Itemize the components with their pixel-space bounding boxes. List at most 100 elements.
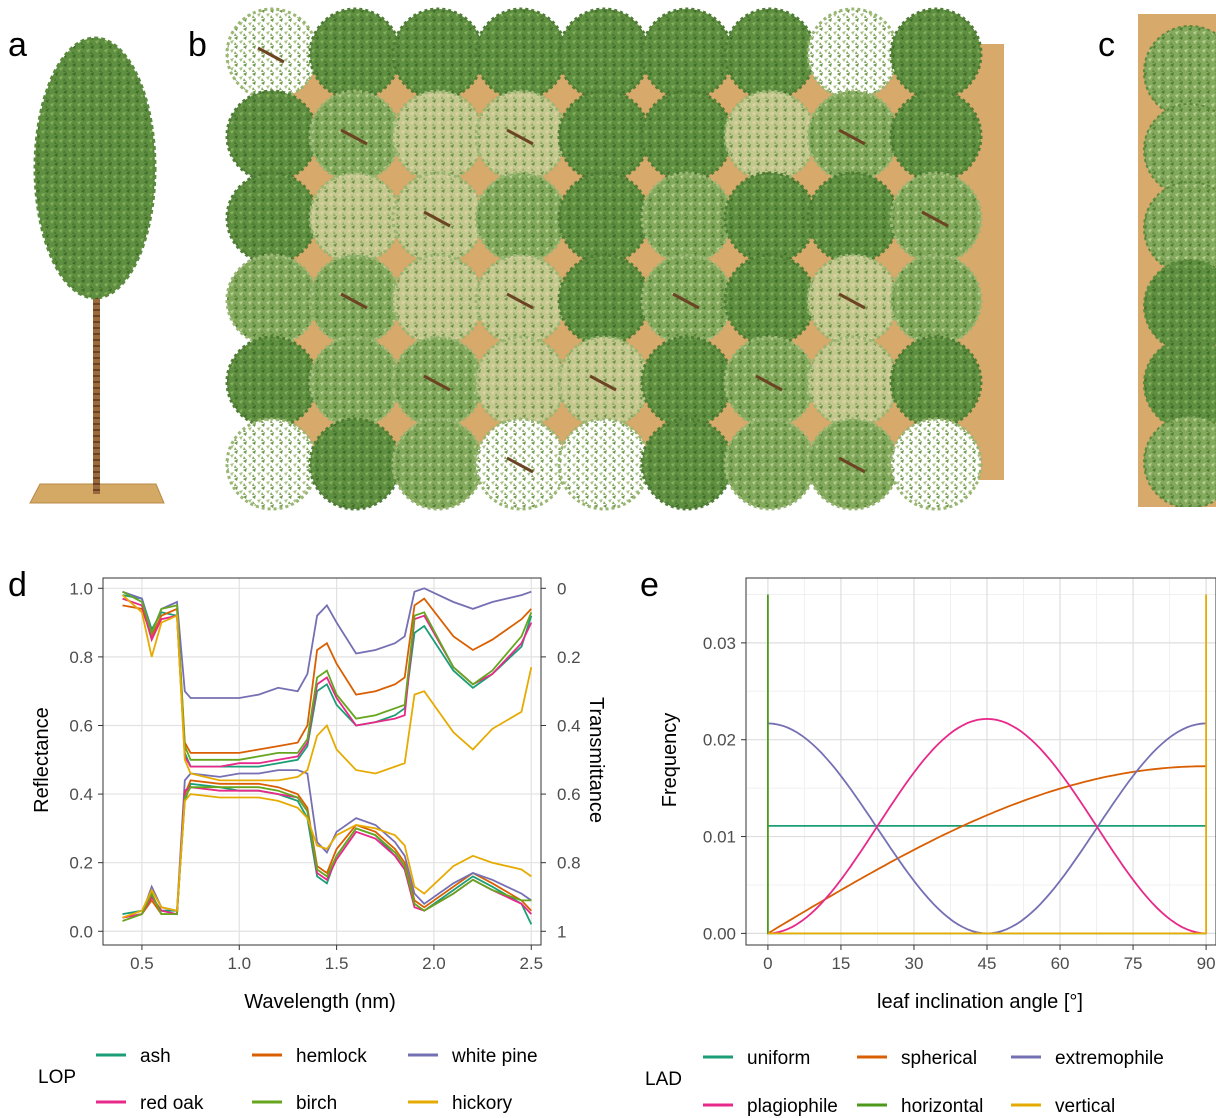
chart-e-ticks: 0 15 30 45 60 75 90 0.00 0.01 0.02 0.03 xyxy=(703,634,1216,973)
tree-trunk xyxy=(506,128,534,146)
legend-label-ash: ash xyxy=(140,1046,171,1067)
tree-crown xyxy=(391,253,485,347)
chart-d-grid xyxy=(103,578,541,945)
plot-background xyxy=(746,578,1216,945)
legend-label-hickory: hickory xyxy=(452,1093,513,1114)
x-tick-label: 2.5 xyxy=(519,954,543,973)
tree-crown xyxy=(889,335,983,429)
tree-crown xyxy=(640,89,734,183)
panel-label-a: a xyxy=(8,26,27,64)
tree-trunk xyxy=(93,226,100,494)
x-tick-label: 0 xyxy=(763,954,772,973)
chart-e-series xyxy=(767,594,1207,935)
tree-trunk xyxy=(589,374,617,392)
lad-line-plagiophile xyxy=(767,717,1207,935)
chart-e-grid xyxy=(746,578,1216,945)
tree-crown xyxy=(723,171,817,265)
legend-label-vertical: vertical xyxy=(1055,1096,1115,1117)
legend-label-red-oak: red oak xyxy=(140,1093,204,1114)
transmittance-line-white-pine xyxy=(122,587,532,699)
chart-e-frame xyxy=(745,577,1216,946)
legend-label-birch: birch xyxy=(296,1093,337,1114)
y2-tick-label: 1 xyxy=(557,922,566,941)
tree-crown xyxy=(1143,415,1216,507)
chart-d-frame xyxy=(102,577,542,946)
legend-label-spherical: spherical xyxy=(901,1048,977,1069)
tree-crown xyxy=(391,7,485,101)
tree-crown xyxy=(557,89,651,183)
y-tick-label: 0.00 xyxy=(703,924,736,943)
forest-transect-view xyxy=(1138,14,1216,507)
tree-trunk xyxy=(506,292,534,310)
panel-label-d: d xyxy=(8,566,27,604)
panel-label-b: b xyxy=(188,26,207,64)
tree-trunk xyxy=(340,292,368,310)
tree-crown xyxy=(723,7,817,101)
tree-crown xyxy=(640,171,734,265)
tree-crown xyxy=(806,335,900,429)
y-tick-label: 0.2 xyxy=(69,854,93,873)
x-tick-label: 0.5 xyxy=(130,954,154,973)
tree-crown xyxy=(640,417,734,511)
tree-crown xyxy=(889,7,983,101)
transmittance-line-hickory xyxy=(121,594,533,782)
tree-crown xyxy=(889,89,983,183)
tree-trunk xyxy=(506,456,534,474)
tree-crown xyxy=(474,171,568,265)
y2-tick-label: 0.8 xyxy=(557,854,581,873)
tree-crown xyxy=(806,7,900,101)
chart-d-legend: LOP ash hemlock white pine red oak birch hicko… xyxy=(38,1046,538,1114)
tree-crown xyxy=(33,36,157,300)
tree-crown xyxy=(225,89,319,183)
x-tick-label: 15 xyxy=(831,954,850,973)
forest-scene-top-view xyxy=(225,7,1004,511)
tree-crown xyxy=(640,335,734,429)
transect-crowns xyxy=(1143,25,1216,507)
tree-crown xyxy=(474,7,568,101)
x-tick-label: 90 xyxy=(1197,954,1216,973)
tree-trunk xyxy=(838,128,866,146)
y2-tick-label: 0.4 xyxy=(557,716,581,735)
x-tick-label: 1.5 xyxy=(325,954,349,973)
tree-crown xyxy=(557,417,651,511)
tree-crown xyxy=(225,171,319,265)
tree-crown xyxy=(806,171,900,265)
tree-trunk xyxy=(755,374,783,392)
tree-trunk xyxy=(921,210,949,228)
tree-crown xyxy=(225,253,319,347)
tree-crown xyxy=(225,335,319,429)
chart-d-series xyxy=(121,587,533,925)
x-tick-label: 75 xyxy=(1124,954,1143,973)
x-tick-label: 60 xyxy=(1051,954,1070,973)
tree-crown xyxy=(889,417,983,511)
reflectance-line-hickory xyxy=(122,793,532,919)
tree-crown xyxy=(308,335,402,429)
y-tick-label: 0.0 xyxy=(69,922,93,941)
tree-crown xyxy=(889,253,983,347)
tree-crown xyxy=(391,89,485,183)
y-tick-label: 1.0 xyxy=(69,579,93,598)
tree-crown xyxy=(474,335,568,429)
y2-tick-label: 0.6 xyxy=(557,785,581,804)
tree-crown xyxy=(640,7,734,101)
chart-e-xlabel: leaf inclination angle [°] xyxy=(877,991,1083,1013)
y-tick-label: 0.01 xyxy=(703,828,736,847)
chart-d-ticks: 0.5 1.0 1.5 2.0 2.5 0.0 0.2 0.4 0.6 0.8 1.0 0 0.2 0.4… xyxy=(69,579,580,973)
legend-title: LAD xyxy=(645,1069,682,1090)
legend-label-white-pine: white pine xyxy=(451,1046,538,1067)
legend-label-horizontal: horizontal xyxy=(901,1096,983,1117)
panel-label-e: e xyxy=(640,566,659,604)
tree-crown xyxy=(723,253,817,347)
chart-d-y2label: Transmittance xyxy=(585,697,607,823)
x-tick-label: 45 xyxy=(978,954,997,973)
chart-d-ylabel: Reflectance xyxy=(31,707,53,813)
plot-background xyxy=(103,578,541,945)
y-tick-label: 0.8 xyxy=(69,648,93,667)
tree-crown xyxy=(723,417,817,511)
tree-crown xyxy=(308,171,402,265)
y-tick-label: 0.4 xyxy=(69,785,93,804)
chart-e-legend: LAD uniform spherical extremophile plagiophi… xyxy=(645,1048,1164,1117)
tree-trunk xyxy=(423,374,451,392)
tree-trunk xyxy=(257,46,285,64)
